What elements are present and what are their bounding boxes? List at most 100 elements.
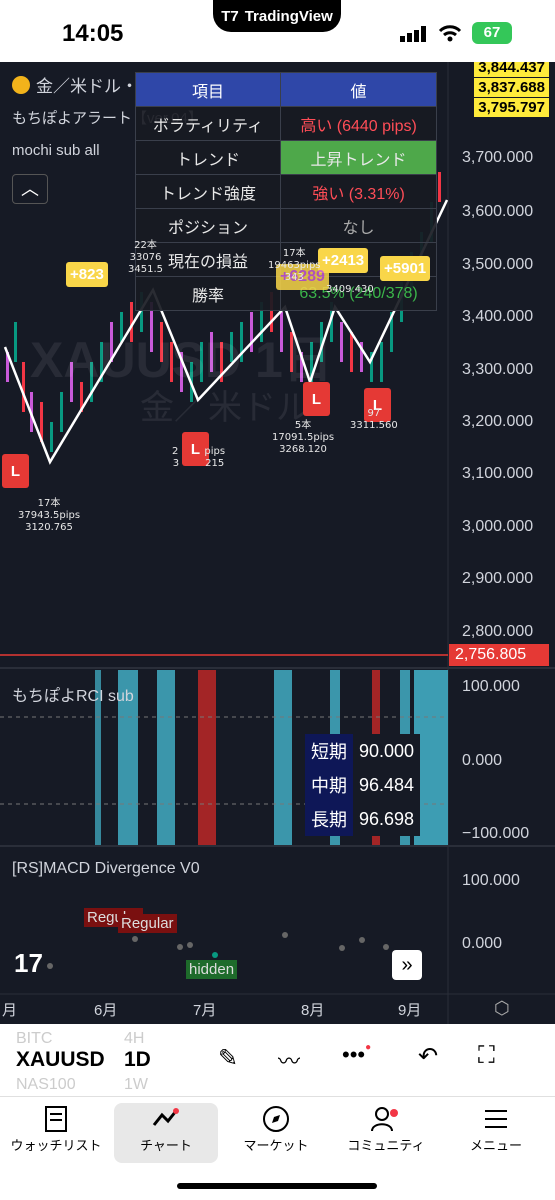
more-icon[interactable]: •••● xyxy=(342,1042,372,1067)
clock: 14:05 xyxy=(62,20,124,47)
annotation-5: 17本 19463pips 343 xyxy=(268,248,321,283)
macd-title[interactable]: [RS]MACD Divergence V0 xyxy=(12,860,200,877)
nav-label: ウォッチリスト xyxy=(10,1138,102,1153)
row-label-winrate: 勝率 xyxy=(134,276,282,311)
chart-icon xyxy=(114,1103,218,1135)
rci-y-label: 0.000 xyxy=(462,752,503,769)
y-label: 3,100.000 xyxy=(462,465,534,482)
compass-icon xyxy=(224,1103,328,1135)
y-label: 3,200.000 xyxy=(462,413,534,430)
profit-tag: +5901 xyxy=(380,256,431,281)
tradingview-logo-icon: 17 xyxy=(14,948,43,978)
nav-label: メニュー xyxy=(469,1138,522,1153)
nav-label: チャート xyxy=(140,1138,192,1153)
annotation-1: 17本 37943.5pips 3120.765 xyxy=(18,498,81,533)
tradingview-logo-icon: T7 xyxy=(221,7,239,25)
month-label: 月 xyxy=(2,1002,18,1019)
price-tag-1: 3,844.437 xyxy=(474,62,549,77)
ghost-timeframe: 4H xyxy=(124,1030,145,1047)
battery-icon: 67 xyxy=(472,22,512,44)
undo-icon[interactable]: ↶ xyxy=(418,1043,439,1070)
y-label: 3,700.000 xyxy=(462,149,534,166)
symbol-toolbar: BITC XAUUSD NAS100 4H 1D 1W ✎ 〰 •••● ↶ ⛶ xyxy=(0,1024,555,1096)
wifi-icon xyxy=(438,24,462,47)
price-tag-2: 3,837.688 xyxy=(474,78,549,97)
indicator-icon[interactable]: 〰 xyxy=(278,1049,301,1074)
candles xyxy=(6,172,441,452)
rci-table: 短期 90.000 中期 96.484 長期 96.698 xyxy=(305,734,421,836)
signal-icon xyxy=(400,26,428,42)
l-marker: L xyxy=(303,382,330,416)
y-label: 3,000.000 xyxy=(462,518,534,535)
symbol-title: 金／米ドル・1日 xyxy=(36,77,165,96)
rci-label-mid: 中期 xyxy=(305,768,353,802)
status-bar: 14:05 T7 TradingView 67 xyxy=(0,0,555,62)
watermark-symbol: XAUUSD 1日 xyxy=(30,332,333,388)
annotation-7: 97 3311.560 xyxy=(350,408,398,431)
row-label-pnl: 現在の損益 xyxy=(134,242,282,277)
info-table: 項目値 ボラティリティ 高い (6440 pips) トレンド 上昇トレンド トレン… xyxy=(134,72,437,311)
ghost-timeframe: 1W xyxy=(124,1076,148,1093)
indicator-label-2[interactable]: mochi sub all xyxy=(12,142,100,159)
scroll-forward-button[interactable]: » xyxy=(392,950,422,980)
rci-value-short: 90.000 xyxy=(359,740,415,761)
current-price-tag: 2,756.805 xyxy=(449,644,549,666)
nav-label: マーケット xyxy=(243,1138,309,1153)
month-label: 7月 xyxy=(193,1002,217,1019)
annotation-2: 22本 33076 3451.5 xyxy=(128,240,163,275)
l-marker: L xyxy=(2,454,29,488)
nav-community[interactable]: コミュニティ xyxy=(334,1103,438,1154)
nav-chart[interactable]: チャート xyxy=(114,1103,218,1163)
row-value-trend: 上昇トレンド xyxy=(280,140,437,175)
double-chevron-right-icon: » xyxy=(401,954,413,976)
month-label: 6月 xyxy=(94,1002,118,1019)
gold-icon xyxy=(12,75,30,94)
app-name: TradingView xyxy=(244,7,333,25)
chevron-up-icon: ︿ xyxy=(21,179,39,199)
annotation-6: 3409.430 xyxy=(326,284,374,295)
symbol-header[interactable]: 金／米ドル・1日 xyxy=(12,72,164,97)
y-label: 2,800.000 xyxy=(462,623,534,640)
row-value-volatility: 高い (6440 pips) xyxy=(280,106,437,141)
y-label: 3,400.000 xyxy=(462,308,534,325)
current-symbol[interactable]: XAUUSD xyxy=(16,1048,105,1071)
annotation-3: 2 pips 3 215 xyxy=(172,446,226,469)
row-value-strength: 強い (3.31%) xyxy=(280,174,437,209)
nav-market[interactable]: マーケット xyxy=(224,1103,328,1154)
draw-pen-icon[interactable]: ✎ xyxy=(218,1045,239,1072)
y-label: 3,500.000 xyxy=(462,256,534,273)
watchlist-icon xyxy=(4,1103,108,1135)
month-label: 8月 xyxy=(301,1002,325,1019)
tradingview-pill[interactable]: T7 TradingView xyxy=(213,0,341,32)
ghost-symbol: NAS100 xyxy=(16,1076,76,1093)
nav-label: コミュニティ xyxy=(347,1138,425,1153)
timeframe-selector[interactable]: 1D xyxy=(124,1048,151,1071)
row-label-position: ポジション xyxy=(134,208,282,243)
ghost-symbol: BITC xyxy=(16,1030,53,1047)
macd-dots xyxy=(47,932,389,969)
rci-label-long: 長期 xyxy=(305,802,353,836)
y-label: 3,300.000 xyxy=(462,361,534,378)
collapse-button[interactable]: ︿ xyxy=(12,174,48,204)
table-header-value: 値 xyxy=(280,72,437,107)
rci-label-short: 短期 xyxy=(305,734,353,768)
settings-hex-icon[interactable]: ⬡ xyxy=(494,998,510,1018)
fullscreen-icon[interactable]: ⛶ xyxy=(478,1042,495,1069)
row-label-volatility: ボラティリティ xyxy=(134,106,282,141)
rci-value-long: 96.698 xyxy=(359,808,415,829)
l-marker: L xyxy=(182,432,209,466)
chart-area[interactable]: 金／米ドル・1日 もちぽよアラート【ver.04】 mochi sub all … xyxy=(0,62,555,1024)
bottom-nav: ウォッチリスト チャート マーケット コミュニティ メニュー xyxy=(0,1096,555,1200)
home-indicator xyxy=(177,1183,377,1189)
battery-level: 67 xyxy=(483,24,501,41)
nav-menu[interactable]: メニュー xyxy=(444,1103,548,1154)
row-value-winrate: 63.5% (240/378) xyxy=(280,276,437,311)
rci-title[interactable]: もちぽよRCI sub xyxy=(12,688,134,705)
watermark-name: 金／米ドル xyxy=(140,389,310,427)
macd-y-label: 0.000 xyxy=(462,935,503,952)
hidden-label: hidden xyxy=(186,960,238,979)
l-marker: L xyxy=(364,388,391,422)
rci-y-label: 100.000 xyxy=(462,678,520,695)
nav-watchlist[interactable]: ウォッチリスト xyxy=(4,1103,108,1154)
macd-y-label: 100.000 xyxy=(462,872,520,889)
